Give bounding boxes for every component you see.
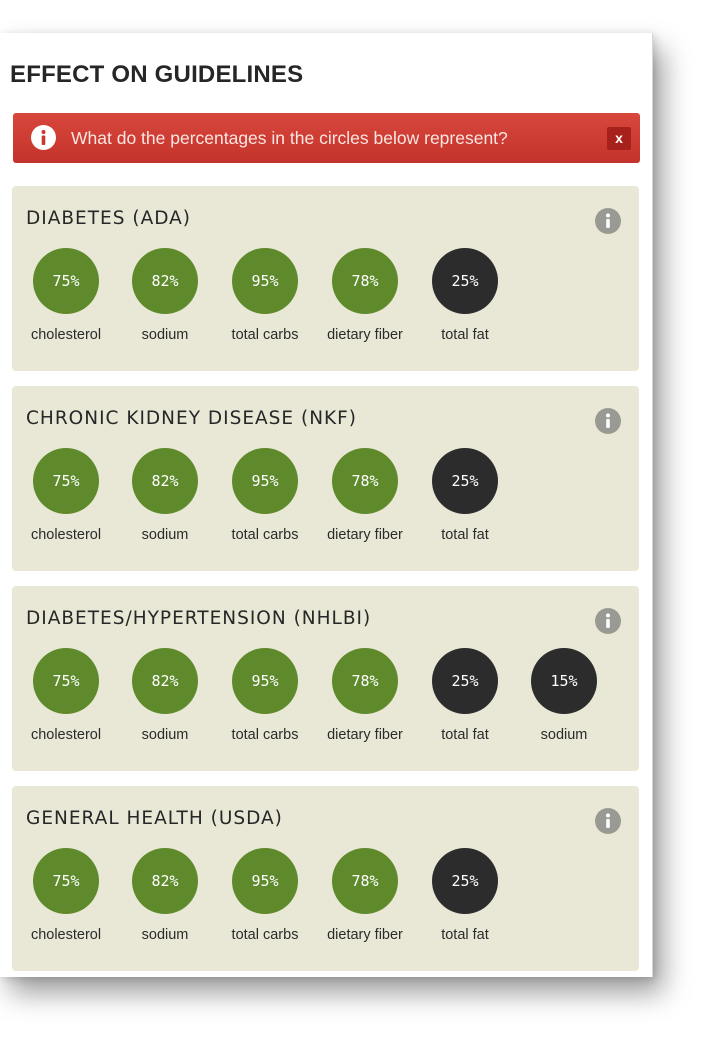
metric: 78% dietary fiber: [310, 648, 420, 758]
percent-circle: 82%: [132, 648, 198, 714]
percent-circle: 95%: [232, 248, 298, 314]
metric: 78% dietary fiber: [310, 448, 420, 558]
panel-title: EFFECT ON GUIDELINES: [10, 61, 304, 88]
metric: 75% cholesterol: [11, 648, 121, 758]
info-icon[interactable]: [595, 808, 621, 834]
metric-label: total fat: [441, 727, 489, 743]
metric-label: sodium: [141, 727, 189, 743]
metric: 25% total fat: [410, 648, 520, 758]
card-title: DIABETES/HYPERTENSION (NHLBI): [26, 608, 372, 629]
metric: 95% total carbs: [210, 248, 320, 358]
percent-circle: 15%: [531, 648, 597, 714]
metric: 78% dietary fiber: [310, 248, 420, 358]
metric: 25% total fat: [410, 848, 520, 958]
percent-circle: 78%: [332, 848, 398, 914]
metric: 75% cholesterol: [11, 448, 121, 558]
guideline-card: GENERAL HEALTH (USDA) 75% cholesterol 82%…: [12, 786, 639, 971]
metric-label: total carbs: [231, 927, 299, 943]
percent-circle: 25%: [432, 648, 498, 714]
info-icon[interactable]: [595, 608, 621, 634]
info-icon: [31, 125, 56, 150]
metric: 95% total carbs: [210, 848, 320, 958]
guideline-card: DIABETES (ADA) 75% cholesterol 82% sodium …: [12, 186, 639, 371]
percent-circle: 95%: [232, 648, 298, 714]
close-button[interactable]: x: [607, 127, 631, 150]
percent-circle: 75%: [33, 648, 99, 714]
metric: 25% total fat: [410, 448, 520, 558]
metric-label: total carbs: [231, 527, 299, 543]
metric: 82% sodium: [110, 848, 220, 958]
metric-label: total fat: [441, 527, 489, 543]
alert-text[interactable]: What do the percentages in the circles b…: [71, 128, 508, 148]
percent-circle: 75%: [33, 248, 99, 314]
info-alert: What do the percentages in the circles b…: [13, 113, 640, 163]
metric: 82% sodium: [110, 248, 220, 358]
metric: 78% dietary fiber: [310, 848, 420, 958]
metric-label: dietary fiber: [327, 327, 403, 343]
percent-circle: 82%: [132, 848, 198, 914]
metric-label: cholesterol: [30, 927, 102, 943]
metric: 95% total carbs: [210, 448, 320, 558]
metric-label: sodium: [141, 327, 189, 343]
metric: 75% cholesterol: [11, 248, 121, 358]
info-icon[interactable]: [595, 208, 621, 234]
metric-label: sodium: [141, 527, 189, 543]
percent-circle: 75%: [33, 848, 99, 914]
percent-circle: 78%: [332, 448, 398, 514]
percent-circle: 78%: [332, 248, 398, 314]
metric: 25% total fat: [410, 248, 520, 358]
percent-circle: 25%: [432, 248, 498, 314]
metric-label: total carbs: [231, 727, 299, 743]
metric-label: cholesterol: [30, 727, 102, 743]
guideline-card: DIABETES/HYPERTENSION (NHLBI) 75% cholest…: [12, 586, 639, 771]
info-icon[interactable]: [595, 408, 621, 434]
card-title: CHRONIC KIDNEY DISEASE (NKF): [26, 408, 358, 429]
percent-circle: 78%: [332, 648, 398, 714]
metric: 82% sodium: [110, 648, 220, 758]
percent-circle: 75%: [33, 448, 99, 514]
percent-circle: 25%: [432, 848, 498, 914]
metric-label: dietary fiber: [327, 927, 403, 943]
card-title: DIABETES (ADA): [26, 208, 192, 229]
metric-label: total fat: [441, 927, 489, 943]
percent-circle: 25%: [432, 448, 498, 514]
percent-circle: 82%: [132, 448, 198, 514]
metric: 15% sodium: [509, 648, 619, 758]
metric: 82% sodium: [110, 448, 220, 558]
metric-label: total carbs: [231, 327, 299, 343]
metric-label: dietary fiber: [327, 727, 403, 743]
card-title: GENERAL HEALTH (USDA): [26, 808, 283, 829]
guideline-card: CHRONIC KIDNEY DISEASE (NKF) 75% choleste…: [12, 386, 639, 571]
metric-label: total fat: [441, 327, 489, 343]
metric-label: dietary fiber: [327, 527, 403, 543]
percent-circle: 82%: [132, 248, 198, 314]
metric-label: sodium: [141, 927, 189, 943]
guidelines-panel: EFFECT ON GUIDELINES What do the percent…: [0, 33, 653, 977]
metric-label: cholesterol: [30, 527, 102, 543]
metric-label: sodium: [540, 727, 588, 743]
metric: 75% cholesterol: [11, 848, 121, 958]
metric-label: cholesterol: [30, 327, 102, 343]
percent-circle: 95%: [232, 448, 298, 514]
percent-circle: 95%: [232, 848, 298, 914]
metric: 95% total carbs: [210, 648, 320, 758]
